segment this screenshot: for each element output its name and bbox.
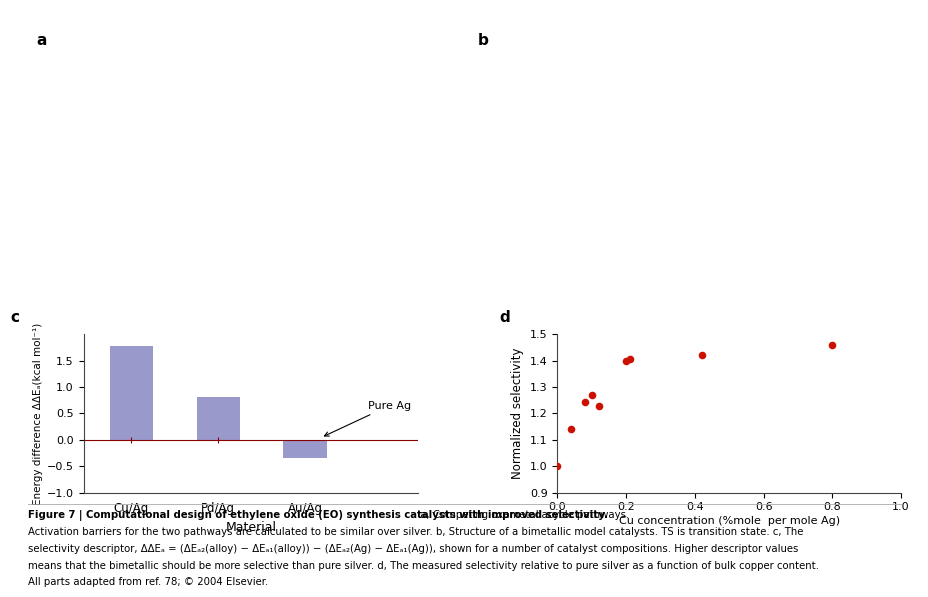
Bar xyxy=(197,396,239,440)
Text: means that the bimetallic should be more selective than pure silver. d, The meas: means that the bimetallic should be more… xyxy=(28,561,818,571)
Text: a, Competing oxametallacycle pathways.: a, Competing oxametallacycle pathways. xyxy=(417,510,629,521)
Bar xyxy=(110,346,153,440)
Text: b: b xyxy=(478,33,488,48)
Point xyxy=(622,355,637,364)
Point xyxy=(590,401,605,410)
Bar xyxy=(283,440,327,458)
X-axis label: Material: Material xyxy=(226,521,276,534)
Text: d: d xyxy=(498,310,509,325)
X-axis label: Cu concentration (%mole  per mole Ag): Cu concentration (%mole per mole Ag) xyxy=(618,516,839,527)
Y-axis label: Energy difference ΔΔEₐ(kcal mol⁻¹): Energy difference ΔΔEₐ(kcal mol⁻¹) xyxy=(32,322,43,504)
Point xyxy=(618,356,633,365)
Text: Pure Ag: Pure Ag xyxy=(324,401,410,436)
Point xyxy=(577,397,592,407)
Text: a: a xyxy=(36,33,46,48)
Point xyxy=(824,340,839,350)
Text: c: c xyxy=(10,310,19,325)
Point xyxy=(549,461,564,471)
Point xyxy=(563,424,578,434)
Point xyxy=(693,350,708,360)
Text: Figure 7 | Computational design of ethylene oxide (EO) synthesis catalysts with : Figure 7 | Computational design of ethyl… xyxy=(28,510,607,521)
Text: Activation barriers for the two pathways are calculated to be similar over silve: Activation barriers for the two pathways… xyxy=(28,527,803,537)
Point xyxy=(584,390,599,400)
Text: All parts adapted from ref. 78; © 2004 Elsevier.: All parts adapted from ref. 78; © 2004 E… xyxy=(28,577,268,587)
Text: selectivity descriptor, ΔΔEₐ = (ΔEₐ₂(alloy) − ΔEₐ₁(alloy)) − (ΔEₐ₂(Ag) − ΔEₐ₁(Ag: selectivity descriptor, ΔΔEₐ = (ΔEₐ₂(all… xyxy=(28,544,797,554)
Y-axis label: Normalized selectivity: Normalized selectivity xyxy=(510,347,523,479)
